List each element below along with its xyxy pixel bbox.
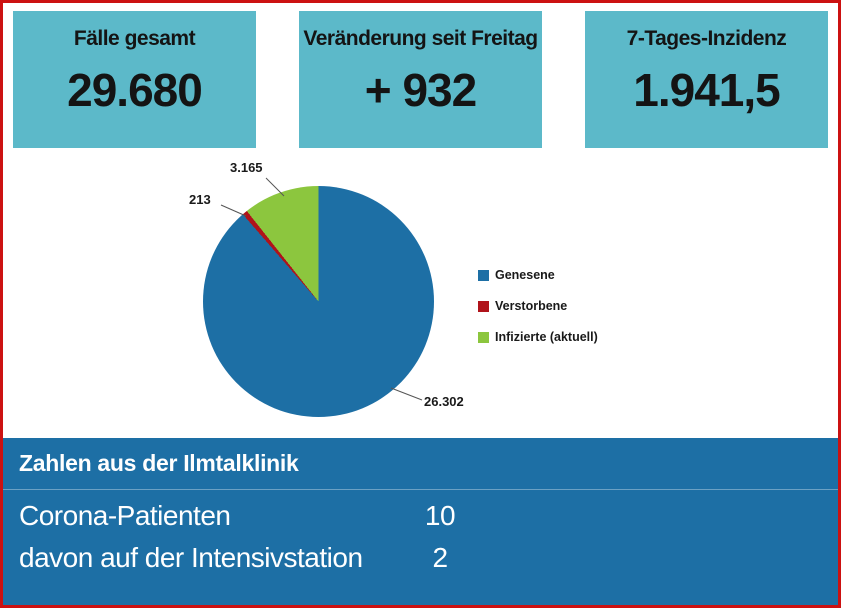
stat-card-value: 29.680 (67, 64, 203, 116)
stat-cards-row: Fälle gesamt 29.680 Veränderung seit Fre… (3, 3, 838, 148)
legend-label: Genesene (495, 268, 555, 282)
stat-card-label: Veränderung seit Freitag (303, 27, 538, 50)
pie-chart-area: 3.165 213 26.302 Genesene Verstorbene In… (3, 148, 838, 438)
stat-card-change-since-friday: Veränderung seit Freitag + 932 (299, 11, 542, 148)
legend-swatch-verstorbene (478, 300, 489, 312)
clinic-row-label: Corona-Patienten (19, 500, 231, 531)
clinic-row-label: davon auf der Intensivstation (19, 542, 363, 573)
stat-card-7-day-incidence: 7-Tages-Inzidenz 1.941,5 (585, 11, 828, 148)
legend-item-verstorbene: Verstorbene (478, 299, 598, 313)
legend-label: Infizierte (aktuell) (495, 330, 598, 344)
pie-label-infizierte: 3.165 (230, 160, 263, 175)
legend-swatch-infizierte (478, 331, 489, 343)
legend-item-infizierte: Infizierte (aktuell) (478, 330, 598, 344)
legend-label: Verstorbene (495, 299, 568, 313)
clinic-row-icu-patients: davon auf der Intensivstation 2 (19, 542, 822, 574)
clinic-row-value: 2 (432, 542, 448, 573)
clinic-section-title: Zahlen aus der Ilmtalklinik (19, 450, 299, 476)
pie-label-genesene: 26.302 (424, 394, 464, 409)
stat-card-label: Fälle gesamt (73, 27, 196, 50)
pie-chart (203, 186, 434, 417)
clinic-row-value: 10 (424, 500, 456, 531)
stat-card-value: + 932 (364, 64, 477, 116)
clinic-row-corona-patients: Corona-Patienten 10 (19, 500, 822, 532)
pie-label-verstorbene: 213 (189, 192, 211, 207)
stat-card-value: 1.941,5 (633, 64, 780, 116)
clinic-section: Zahlen aus der Ilmtalklinik Corona-Patie… (3, 438, 838, 605)
stat-card-label: 7-Tages-Inzidenz (626, 27, 787, 50)
clinic-divider (3, 489, 838, 490)
legend-item-genesene: Genesene (478, 268, 598, 282)
pie-legend: Genesene Verstorbene Infizierte (aktuell… (478, 268, 598, 361)
legend-swatch-genesene (478, 269, 489, 281)
stat-card-total-cases: Fälle gesamt 29.680 (13, 11, 256, 148)
